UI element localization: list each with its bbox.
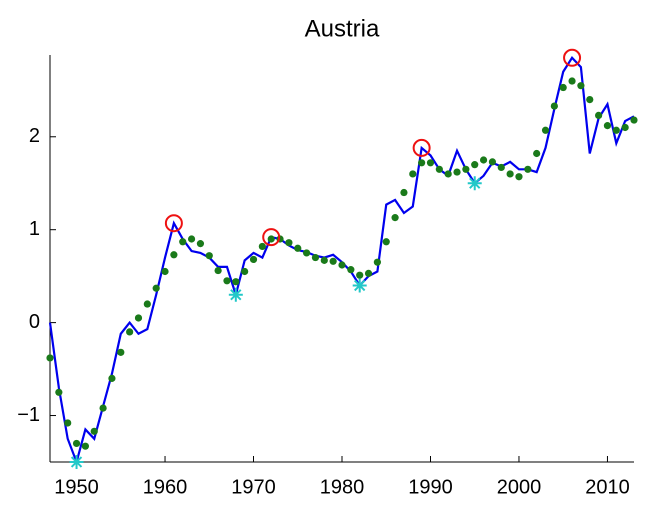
- peak-marker: [262, 228, 281, 247]
- data-dot: [550, 102, 558, 110]
- data-dot: [108, 374, 116, 382]
- data-dot: [568, 77, 576, 85]
- data-dot: [205, 252, 213, 260]
- data-dot: [444, 170, 452, 178]
- data-dot: [161, 267, 169, 276]
- data-dot: [320, 256, 328, 264]
- x-tick-label: 1960: [143, 476, 188, 498]
- data-dot: [81, 442, 89, 450]
- trough-marker: [352, 278, 367, 293]
- data-dot: [117, 348, 125, 356]
- data-dot: [488, 158, 497, 166]
- data-dot: [426, 159, 435, 167]
- data-dot: [152, 284, 160, 292]
- data-dot: [506, 170, 514, 178]
- data-dot: [630, 116, 638, 124]
- data-dot: [55, 388, 63, 396]
- data-dot: [303, 249, 311, 257]
- data-dot: [134, 314, 143, 322]
- x-tick-label: 1950: [54, 476, 99, 498]
- peak-marker: [563, 48, 582, 67]
- data-dot: [364, 269, 373, 277]
- data-dot: [311, 253, 320, 262]
- x-tick-label: 2000: [497, 476, 542, 498]
- data-dot: [126, 328, 134, 336]
- data-dot: [577, 82, 585, 90]
- data-dot: [241, 267, 249, 276]
- data-dot: [90, 427, 98, 435]
- trough-marker: [467, 176, 482, 191]
- data-dot: [515, 173, 523, 181]
- data-dot: [373, 258, 381, 266]
- data-dot: [356, 271, 364, 279]
- data-dot: [214, 266, 222, 275]
- data-dot: [258, 242, 266, 251]
- data-dot: [391, 214, 399, 222]
- data-dot: [285, 239, 293, 247]
- y-tick-label: 2: [29, 125, 40, 147]
- data-dot: [196, 240, 205, 248]
- data-line: [48, 56, 635, 466]
- data-dot: [99, 404, 107, 412]
- data-dot: [595, 111, 603, 119]
- data-dot: [143, 300, 151, 308]
- data-dot: [347, 266, 355, 274]
- data-dot: [382, 238, 390, 246]
- data-dot: [338, 261, 346, 269]
- data-dot: [533, 149, 541, 158]
- data-dot: [72, 439, 81, 448]
- x-tick-label: 2010: [585, 476, 630, 498]
- x-tick-label: 1990: [408, 476, 453, 498]
- peak-marker: [164, 214, 183, 233]
- data-dot: [586, 96, 594, 104]
- data-dot: [223, 277, 231, 285]
- data-dot: [435, 165, 443, 173]
- data-dot: [453, 168, 461, 176]
- trough-marker: [228, 287, 243, 302]
- data-dot: [621, 123, 629, 132]
- data-dot: [46, 354, 54, 362]
- data-dot: [462, 165, 470, 173]
- data-dot: [471, 161, 479, 169]
- data-dot: [267, 235, 275, 243]
- data-dot: [612, 126, 620, 134]
- data-dot: [418, 159, 426, 167]
- data-dot: [179, 238, 187, 246]
- data-dot: [64, 419, 72, 427]
- data-dot: [559, 83, 567, 92]
- y-tick-label: −1: [17, 404, 40, 426]
- data-dot: [524, 165, 532, 173]
- x-tick-label: 1980: [320, 476, 365, 498]
- data-dot: [232, 278, 240, 286]
- data-dot: [479, 156, 488, 164]
- data-dot: [497, 163, 505, 172]
- data-dot: [249, 255, 258, 264]
- data-dot: [541, 126, 550, 134]
- y-tick-label: 0: [29, 311, 40, 333]
- data-dot: [603, 122, 612, 130]
- data-dot: [294, 244, 302, 252]
- data-dot: [187, 235, 196, 243]
- peak-marker: [412, 138, 431, 157]
- data-dot: [170, 251, 178, 259]
- data-dot: [409, 170, 417, 178]
- data-dot: [329, 257, 337, 265]
- x-tick-label: 1970: [231, 476, 276, 498]
- y-tick-label: 1: [29, 218, 40, 240]
- trough-marker: [69, 455, 84, 469]
- chart-title: Austria: [305, 15, 380, 42]
- data-dot: [400, 188, 408, 197]
